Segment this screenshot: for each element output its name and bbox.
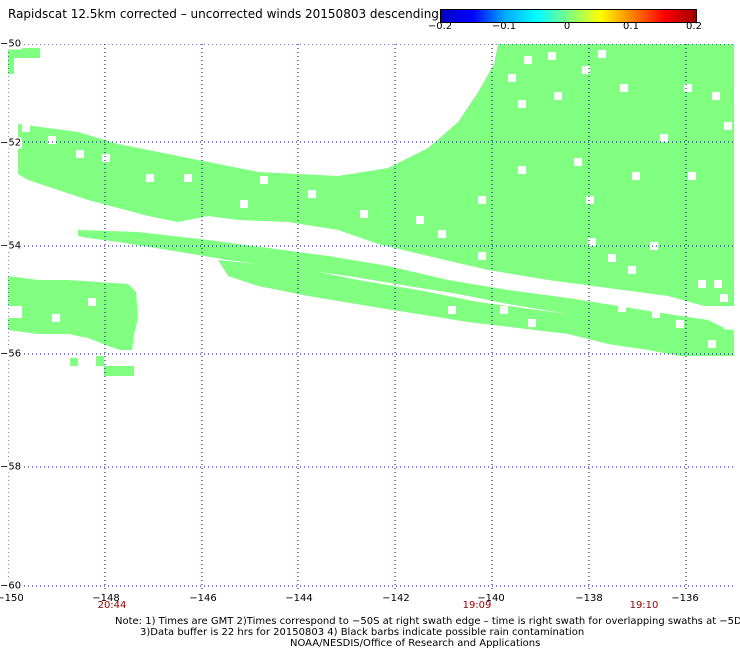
swath-fragment bbox=[8, 48, 40, 74]
missing-data-cell bbox=[554, 92, 562, 100]
missing-data-cell bbox=[48, 136, 56, 144]
footnote-line: Note: 1) Times are GMT 2)Times correspon… bbox=[115, 616, 740, 627]
lat-label: −54 bbox=[0, 240, 23, 252]
colorbar-tick-label: 0.1 bbox=[623, 21, 639, 32]
missing-data-cell bbox=[524, 56, 532, 64]
wind-swath-cells bbox=[8, 44, 734, 376]
colorbar-tick-label: 0.2 bbox=[686, 21, 702, 32]
missing-data-cell bbox=[500, 306, 508, 314]
missing-data-cell bbox=[660, 134, 668, 142]
missing-data-cell bbox=[76, 150, 84, 158]
missing-data-cell bbox=[582, 66, 590, 74]
missing-data-cell bbox=[698, 280, 706, 288]
missing-data-cell bbox=[598, 50, 606, 58]
missing-data-cell bbox=[714, 280, 722, 288]
lon-label: −144 bbox=[285, 593, 313, 604]
swath-cell bbox=[70, 358, 78, 366]
missing-data-cell bbox=[608, 254, 616, 262]
missing-data-cells bbox=[8, 50, 732, 348]
colorbar-tick-label: 0 bbox=[563, 21, 571, 32]
missing-data-cell bbox=[588, 238, 596, 246]
missing-data-cell bbox=[360, 210, 368, 218]
colorbar-tick-label: −0.1 bbox=[491, 21, 517, 32]
missing-data-cell bbox=[528, 319, 536, 327]
missing-data-cell bbox=[724, 122, 732, 130]
missing-data-cell bbox=[260, 176, 268, 184]
missing-data-cell bbox=[568, 284, 576, 292]
swath-band bbox=[78, 230, 724, 336]
missing-data-cell bbox=[628, 266, 636, 274]
colorbar-tick-label: −0.2 bbox=[427, 21, 453, 32]
wind-difference-map bbox=[8, 44, 734, 589]
lat-label: −52 bbox=[0, 137, 23, 149]
lat-label: −60 bbox=[0, 580, 23, 592]
missing-data-cell bbox=[618, 304, 626, 312]
missing-data-cell bbox=[652, 310, 660, 318]
missing-data-cell bbox=[146, 174, 154, 182]
missing-data-cell bbox=[518, 166, 526, 174]
lon-label: −148 bbox=[92, 593, 120, 604]
missing-data-cell bbox=[448, 306, 456, 314]
missing-data-cell bbox=[88, 298, 96, 306]
lon-label: −146 bbox=[189, 593, 217, 604]
lon-label: −140 bbox=[477, 593, 505, 604]
missing-data-cell bbox=[620, 84, 628, 92]
lon-label: −142 bbox=[382, 593, 410, 604]
colorbar bbox=[440, 9, 697, 23]
swath-cell bbox=[96, 356, 104, 366]
chart-title: Rapidscat 12.5km corrected – uncorrected… bbox=[8, 7, 439, 21]
missing-data-cell bbox=[548, 52, 556, 60]
lon-label: −138 bbox=[575, 593, 603, 604]
missing-data-cell bbox=[676, 320, 684, 328]
missing-data-cell bbox=[240, 200, 248, 208]
swath-time-label: 19:10 bbox=[629, 600, 659, 611]
lat-label: −58 bbox=[0, 461, 23, 473]
swath-cell bbox=[104, 366, 134, 376]
missing-data-cell bbox=[458, 80, 466, 88]
missing-data-cell bbox=[184, 174, 192, 182]
lat-lon-gridlines bbox=[8, 44, 734, 589]
footnote-line: 3)Data buffer is 22 hrs for 20150803 4) … bbox=[140, 627, 585, 638]
missing-data-cell bbox=[650, 242, 658, 250]
footnote-line: NOAA/NESDIS/Office of Research and Appli… bbox=[290, 638, 541, 649]
missing-data-cell bbox=[720, 294, 728, 302]
swath-time-label: 20:44 bbox=[97, 600, 127, 611]
swath-time-label: 19:09 bbox=[462, 600, 492, 611]
missing-data-cell bbox=[508, 74, 516, 82]
lon-label: −136 bbox=[671, 593, 699, 604]
swath-main bbox=[18, 44, 734, 306]
swath-band-lower bbox=[218, 260, 734, 356]
missing-data-cell bbox=[102, 154, 110, 162]
map-plot-area bbox=[8, 44, 734, 589]
missing-data-cell bbox=[8, 306, 22, 318]
missing-data-cell bbox=[22, 124, 30, 132]
missing-data-cell bbox=[684, 84, 692, 92]
missing-data-cell bbox=[586, 196, 594, 204]
missing-data-cell bbox=[416, 216, 424, 224]
swath-left-block bbox=[8, 276, 138, 350]
missing-data-cell bbox=[478, 252, 486, 260]
missing-data-cell bbox=[52, 314, 60, 322]
missing-data-cell bbox=[518, 100, 526, 108]
missing-data-cell bbox=[308, 190, 316, 198]
missing-data-cell bbox=[708, 340, 716, 348]
missing-data-cell bbox=[688, 172, 696, 180]
missing-data-cell bbox=[574, 158, 582, 166]
lon-label: −150 bbox=[0, 593, 24, 604]
missing-data-cell bbox=[632, 172, 640, 180]
lat-label: −50 bbox=[0, 38, 23, 50]
missing-data-cell bbox=[712, 92, 720, 100]
lat-label: −56 bbox=[0, 348, 23, 360]
missing-data-cell bbox=[438, 230, 446, 238]
missing-data-cell bbox=[478, 196, 486, 204]
